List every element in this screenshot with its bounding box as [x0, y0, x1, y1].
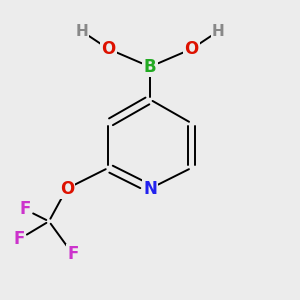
- Text: O: O: [60, 180, 74, 198]
- Text: O: O: [101, 40, 116, 58]
- Text: F: F: [67, 245, 78, 263]
- Text: F: F: [20, 200, 31, 218]
- Text: F: F: [14, 230, 25, 248]
- Text: H: H: [75, 24, 88, 39]
- Text: N: N: [143, 180, 157, 198]
- Text: H: H: [212, 24, 225, 39]
- Text: B: B: [144, 58, 156, 76]
- Text: O: O: [184, 40, 199, 58]
